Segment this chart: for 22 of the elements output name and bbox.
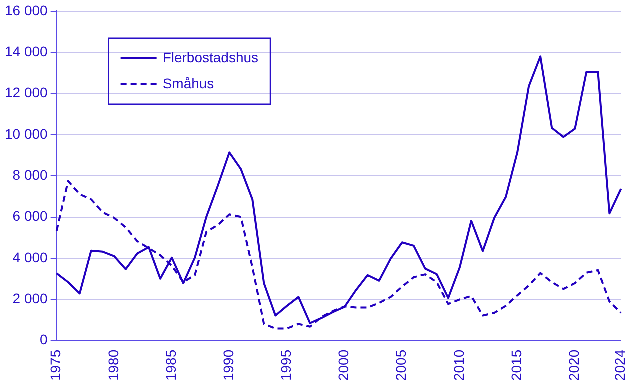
y-tick-label: 8 000	[12, 166, 48, 183]
x-tick-label: 2010	[450, 350, 467, 382]
legend-label: Småhus	[162, 75, 214, 92]
x-tick-label: 1985	[162, 350, 179, 382]
x-tick-label: 1980	[105, 350, 122, 382]
y-tick-label: 14 000	[4, 43, 48, 60]
x-tick-label: 2005	[393, 350, 410, 382]
x-tick-label: 1995	[278, 350, 294, 382]
y-tick-label: 12 000	[4, 84, 48, 101]
legend-label: Flerbostadshus	[162, 49, 259, 66]
x-tick-label: 2015	[508, 350, 524, 382]
y-tick-label: 4 000	[12, 249, 48, 266]
y-tick-label: 0	[40, 332, 48, 348]
x-tick-label: 1990	[220, 350, 236, 382]
y-tick-label: 6 000	[12, 208, 48, 224]
y-tick-label: 16 000	[4, 2, 48, 18]
x-tick-label: 1975	[48, 350, 64, 382]
y-tick-label: 10 000	[4, 126, 48, 142]
y-tick-label: 2 000	[12, 290, 48, 307]
x-tick-label: 2000	[336, 350, 352, 382]
x-tick-label: 2024	[612, 350, 628, 382]
x-tick-label: 2020	[566, 350, 582, 382]
